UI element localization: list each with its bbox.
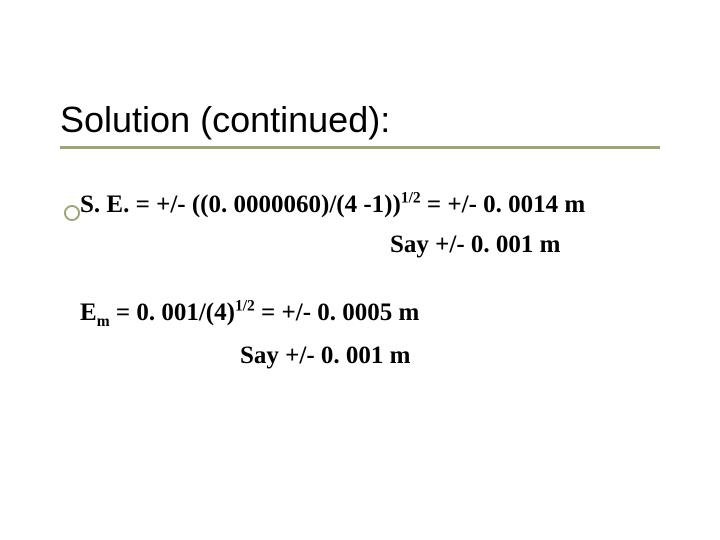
line-1-pre: S. E. = +/- ((0. 0000060)/(4 -1)) (80, 191, 401, 218)
title-block: Solution (continued): (60, 100, 660, 149)
line-3-mid: = 0. 001/(4) (110, 299, 235, 326)
slide: Solution (continued): S. E. = +/- ((0. 0… (0, 0, 720, 540)
title-underline (60, 146, 660, 149)
line-3: Em = 0. 001/(4)1/2 = +/- 0. 0005 m (80, 296, 670, 330)
line-1-post: = +/- 0. 0014 m (421, 191, 586, 218)
line-4: Say +/- 0. 001 m (240, 339, 670, 373)
line-3-sup: 1/2 (235, 297, 255, 314)
line-1-sup: 1/2 (401, 190, 421, 207)
line-1: S. E. = +/- ((0. 0000060)/(4 -1))1/2 = +… (80, 188, 670, 222)
line-2: Say +/- 0. 001 m (390, 228, 670, 262)
bullet-circle-icon (64, 205, 80, 221)
line-3-sub: m (97, 313, 110, 330)
line-3-post: = +/- 0. 0005 m (255, 299, 420, 326)
slide-title: Solution (continued): (60, 100, 660, 140)
line-3-pre: E (80, 299, 97, 326)
body-text: S. E. = +/- ((0. 0000060)/(4 -1))1/2 = +… (80, 188, 670, 373)
